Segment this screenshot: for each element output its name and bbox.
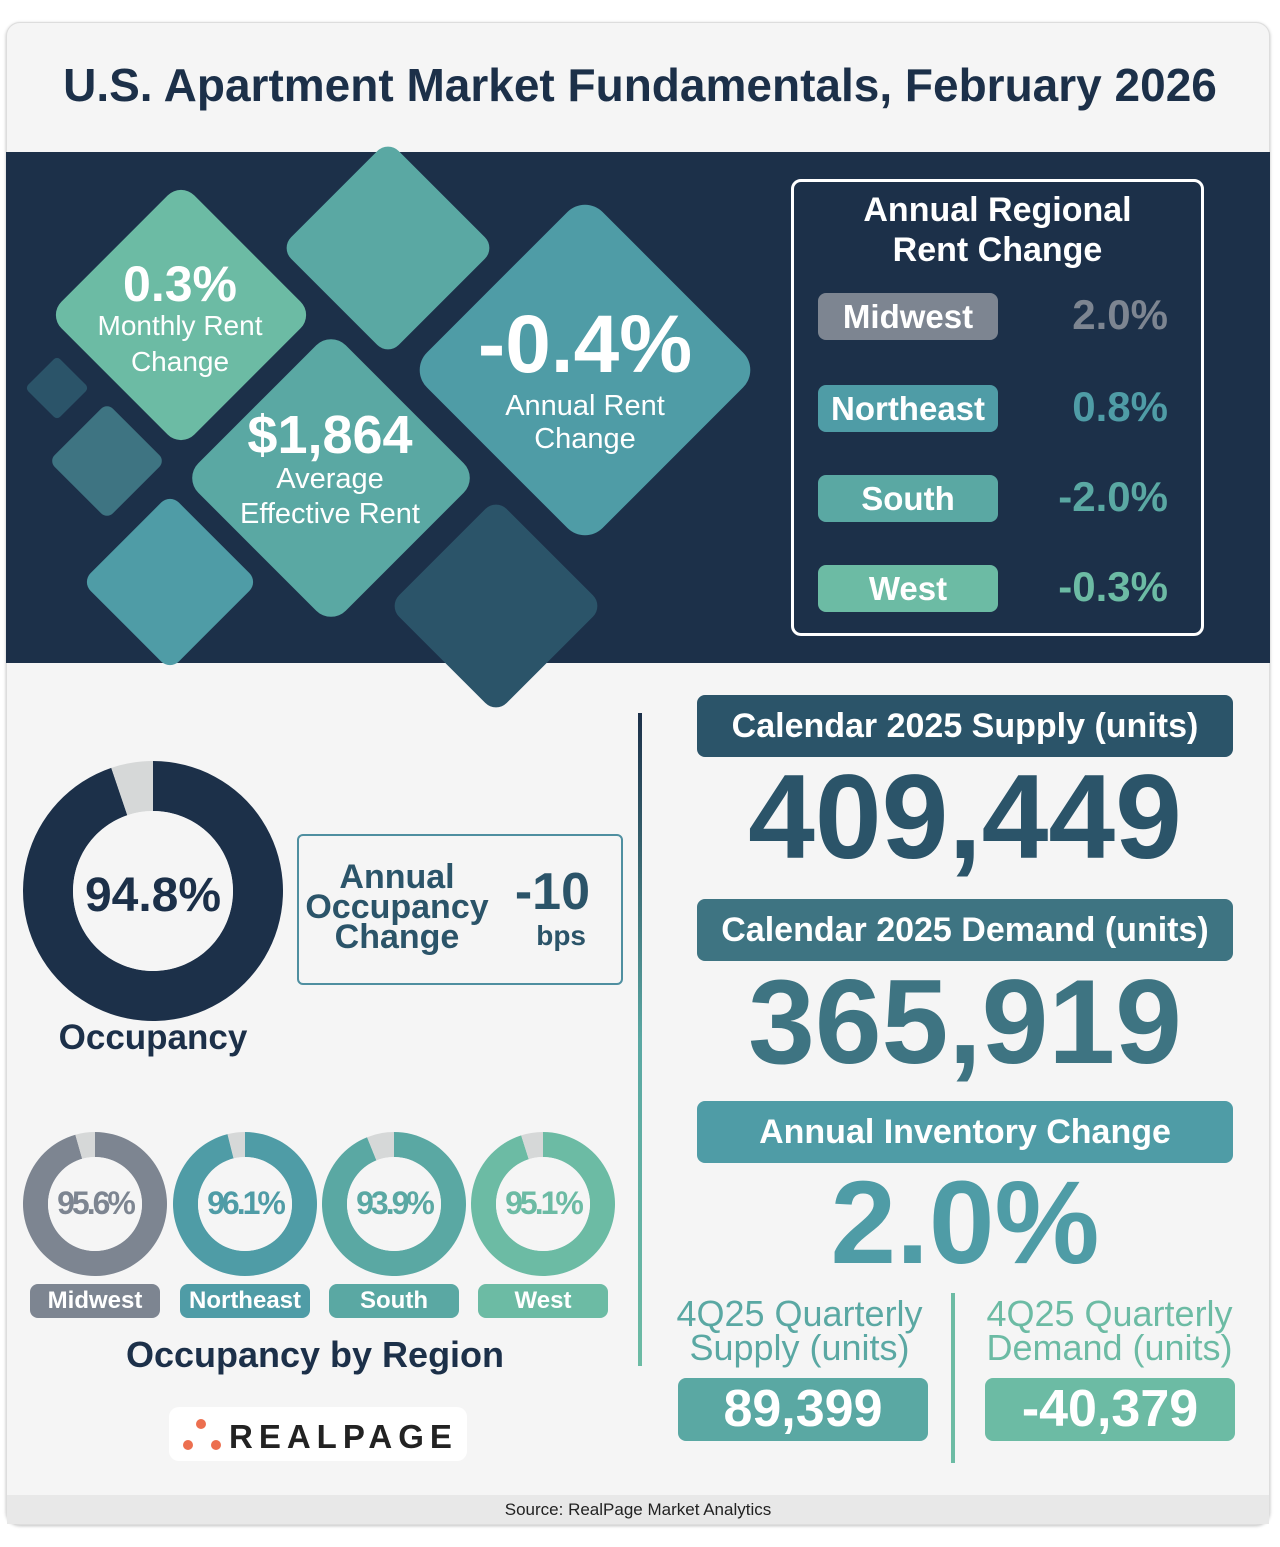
regional-occupancy-donuts <box>22 1132 616 1276</box>
regional-rent-value-west: -0.3% <box>1058 563 1168 610</box>
source-footer: Source: RealPage Market Analytics <box>7 1495 1269 1524</box>
page-title: U.S. Apartment Market Fundamentals, Febr… <box>63 59 1217 111</box>
occupancy-change-value: -10 <box>514 863 590 921</box>
demand-header: Calendar 2025 Demand (units) <box>697 899 1233 961</box>
diamond-shape <box>26 357 88 419</box>
occupied-arc <box>22 761 283 1021</box>
occupancy-change-label: Annual Occupancy Change <box>305 858 489 956</box>
aer-label-2: Effective Rent <box>239 498 420 530</box>
quarterly-demand-label-2: Demand (units) <box>986 1327 1233 1368</box>
diamond-shape <box>394 504 598 708</box>
occupancy-change-label-2: Occupancy <box>305 888 489 926</box>
regional-rent-value-midwest: 2.0% <box>1072 291 1168 338</box>
diamond-decoration <box>26 146 751 708</box>
region-occupancy-value: 96.1% <box>207 1185 286 1221</box>
logo-text: REALPAGE <box>229 1418 458 1455</box>
occupancy-change-label-1: Annual <box>339 858 455 896</box>
regional-rent-box <box>791 179 1204 636</box>
quarterly-supply-label-1: 4Q25 Quarterly <box>676 1293 923 1334</box>
occupied-arc <box>22 1132 167 1276</box>
region-occupancy-value: 95.6% <box>57 1185 136 1221</box>
occupied-arc <box>471 1132 616 1276</box>
occupied-arc <box>322 1132 467 1276</box>
monthly-rent-label: Monthly Rent <box>97 310 263 341</box>
diamond-shape <box>52 406 162 516</box>
quarterly-supply-label-2: Supply (units) <box>689 1327 910 1368</box>
annual-rent-label: Annual Rent <box>505 390 665 422</box>
vacant-arc <box>111 761 153 816</box>
demand-value: 365,919 <box>748 955 1182 1089</box>
realpage-logo: REALPAGE <box>169 1407 467 1461</box>
quarterly-divider <box>951 1293 955 1463</box>
annual-rent-value: -0.4% <box>477 299 693 390</box>
quarterly-demand-label-1: 4Q25 Quarterly <box>986 1293 1233 1334</box>
aer-label: Average <box>276 463 384 495</box>
regional-rent-label-midwest: Midwest <box>818 293 998 340</box>
regional-rent-value-northeast: 0.8% <box>1072 383 1168 430</box>
regional-rent-title-1: Annual Regional <box>863 191 1132 229</box>
monthly-rent-label-2: Change <box>130 346 230 377</box>
diamond-shape <box>419 204 751 536</box>
vacant-arc <box>367 1132 394 1161</box>
occupancy-by-region-title: Occupancy by Region <box>125 1334 505 1375</box>
occupancy-change-box <box>297 834 623 985</box>
regional-rent-title-2: Rent Change <box>892 231 1103 269</box>
inventory-header: Annual Inventory Change <box>697 1101 1233 1163</box>
regional-rent-label-south: South <box>818 475 998 522</box>
monthly-rent-value: 0.3% <box>123 256 237 312</box>
vacant-arc <box>521 1132 543 1160</box>
quarterly-supply-label: 4Q25 Quarterly Supply (units) <box>662 1293 937 1368</box>
aer-value: $1,864 <box>247 405 413 465</box>
diamond-shape <box>192 339 470 617</box>
annual-rent-label-2: Change <box>534 423 636 455</box>
supply-header: Calendar 2025 Supply (units) <box>697 695 1233 757</box>
vacant-arc <box>227 1132 245 1159</box>
quarterly-demand-value: -40,379 <box>985 1378 1235 1441</box>
region-occupancy-value: 95.1% <box>505 1185 584 1221</box>
regional-rent-label-northeast: Northeast <box>818 385 998 432</box>
quarterly-demand-label: 4Q25 Quarterly Demand (units) <box>972 1293 1247 1368</box>
regional-rent-title: Annual Regional Rent Change <box>791 190 1204 270</box>
occupied-arc <box>173 1132 317 1276</box>
occupancy-change-label-3: Change <box>334 918 460 956</box>
supply-value: 409,449 <box>748 750 1182 884</box>
occupancy-value: 94.8% <box>84 869 222 922</box>
diamond-shape <box>286 146 490 350</box>
region-occupancy-label: West <box>478 1284 608 1318</box>
quarterly-supply-value: 89,399 <box>678 1378 928 1441</box>
region-occupancy-label: Midwest <box>30 1284 160 1318</box>
regional-rent-label-west: West <box>818 565 998 612</box>
regional-rent-value-south: -2.0% <box>1058 473 1168 520</box>
region-occupancy-value: 93.9% <box>356 1185 435 1221</box>
vacant-arc <box>75 1132 95 1159</box>
occupancy-label: Occupancy <box>58 1018 248 1057</box>
occupancy-donut <box>22 761 283 1021</box>
region-occupancy-label: South <box>329 1284 459 1318</box>
diamond-shape <box>55 189 307 441</box>
logo-dots-icon <box>183 1419 221 1450</box>
inventory-value: 2.0% <box>830 1157 1100 1289</box>
region-occupancy-label: Northeast <box>180 1284 310 1318</box>
diamond-shape <box>86 498 254 666</box>
occupancy-change-unit: bps <box>536 920 586 951</box>
divider <box>638 713 642 1366</box>
